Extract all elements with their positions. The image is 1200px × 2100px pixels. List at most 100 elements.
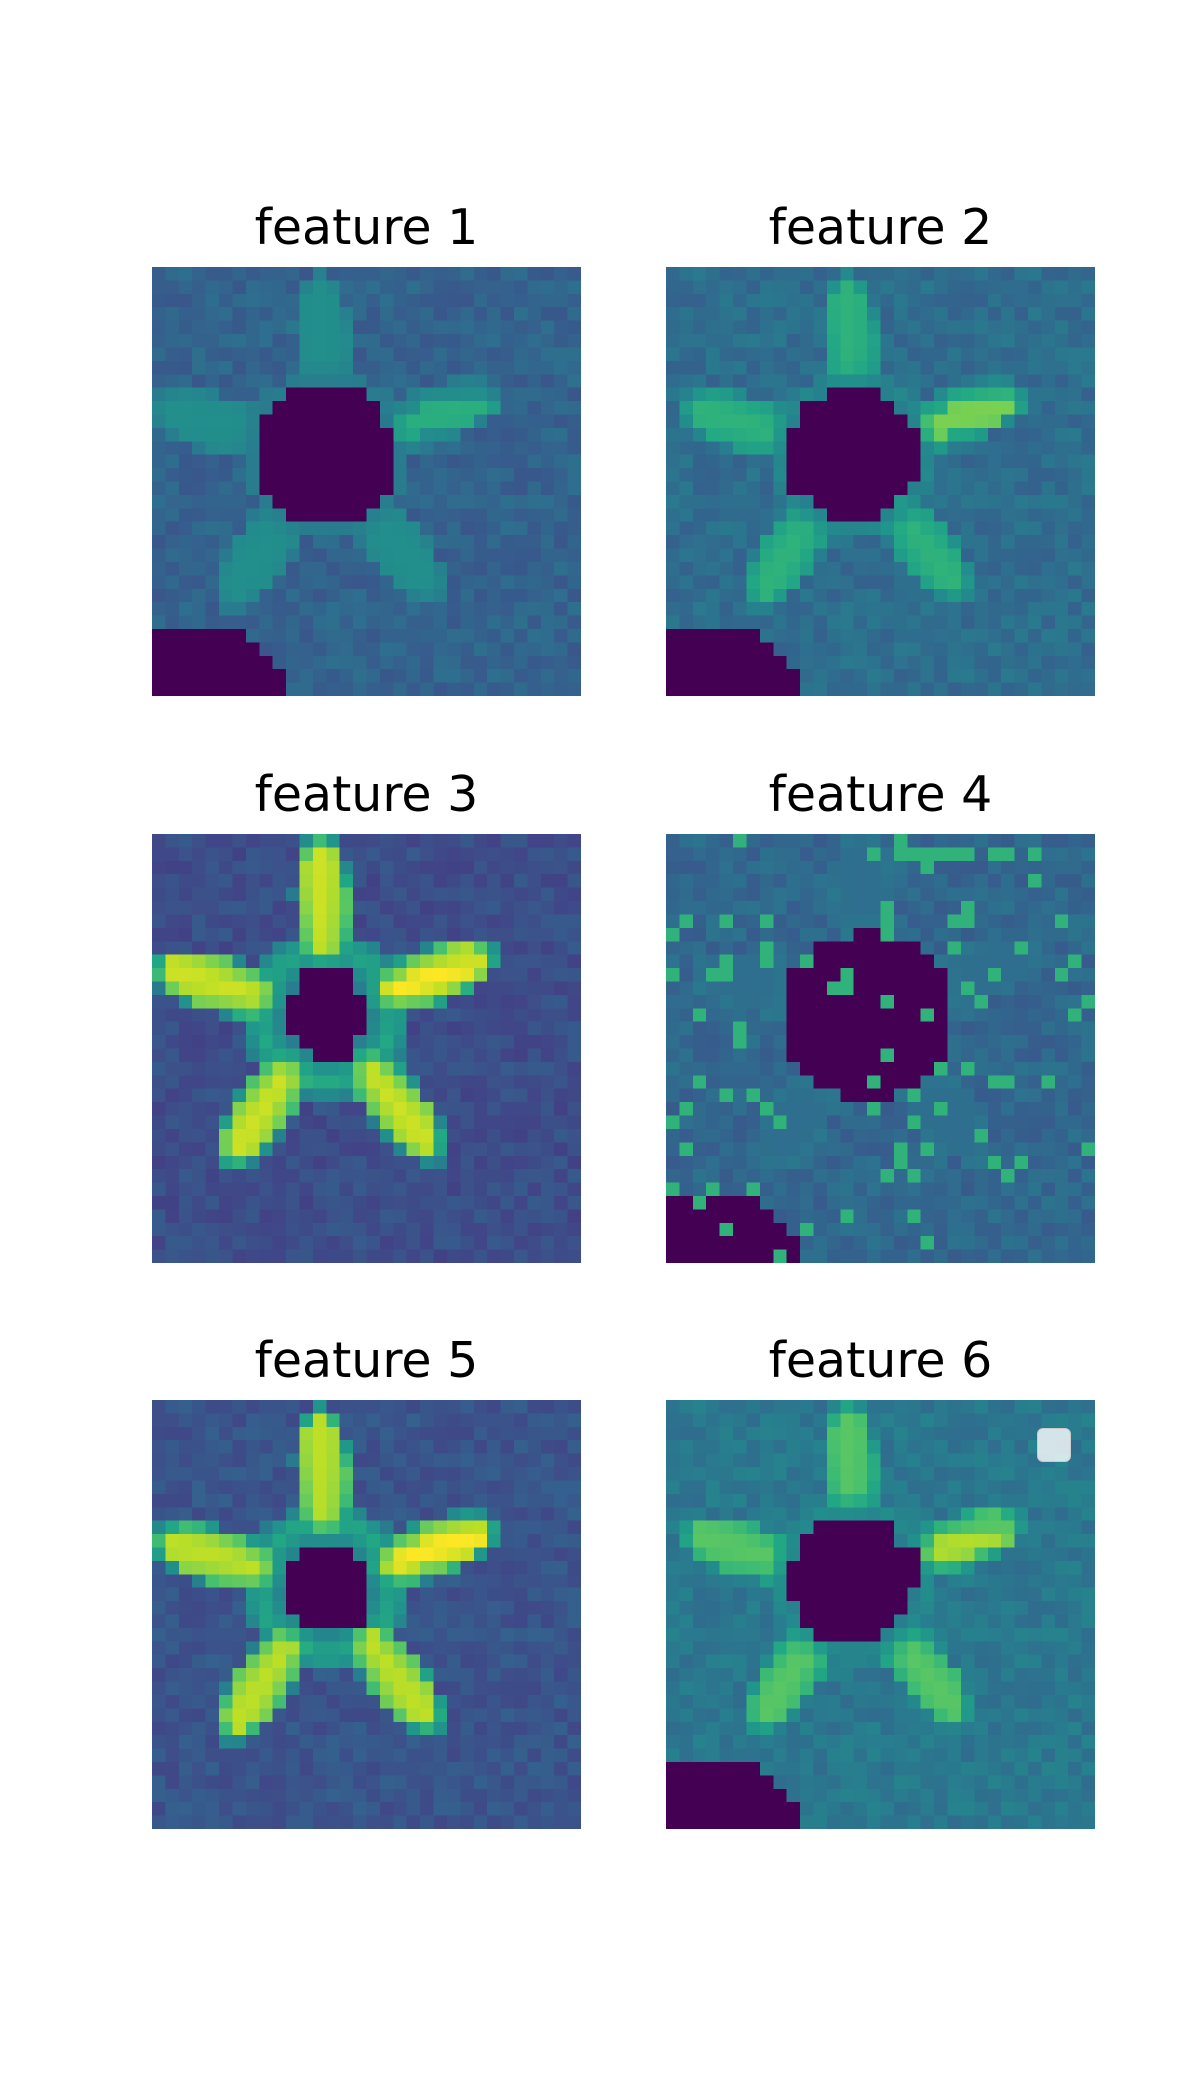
heatmap-cell [554, 1249, 568, 1263]
heatmap-cell [920, 1128, 935, 1143]
heatmap-cell [974, 1021, 989, 1036]
heatmap-cell [433, 1453, 448, 1468]
heatmap-cell [312, 887, 327, 902]
heatmap-cell [692, 1102, 707, 1116]
heatmap-cell [165, 1641, 180, 1655]
heatmap-cell [366, 1547, 381, 1562]
heatmap-cell [460, 1035, 475, 1049]
heatmap-cell [773, 535, 787, 549]
heatmap-cell [920, 548, 935, 563]
heatmap-cell [1014, 387, 1029, 402]
heatmap-cell [1027, 669, 1042, 683]
heatmap-cell [527, 1735, 542, 1749]
heatmap-cell [487, 981, 501, 996]
heatmap-cell [567, 1614, 581, 1629]
heatmap-cell [1027, 1008, 1042, 1022]
heatmap-cell [205, 669, 220, 683]
heatmap-cell [907, 847, 921, 862]
heatmap-cell [379, 1735, 394, 1749]
heatmap-cell [339, 1534, 354, 1548]
heatmap-cell [178, 1694, 193, 1709]
heatmap-cell [205, 1440, 220, 1454]
heatmap-cell [232, 1641, 247, 1655]
heatmap-cell [907, 1115, 921, 1130]
heatmap-cell [907, 1169, 921, 1183]
heatmap-cell [513, 320, 528, 335]
heatmap-cell [420, 860, 434, 875]
heatmap-cell [786, 307, 801, 321]
heatmap-cell [813, 468, 828, 482]
heatmap-cell [800, 535, 814, 549]
heatmap-cell [706, 1142, 720, 1157]
heatmap-cell [907, 655, 921, 670]
heatmap-cell [1014, 548, 1029, 563]
heatmap-cell [706, 1249, 720, 1263]
heatmap-cell [339, 374, 354, 388]
heatmap-cell [379, 535, 394, 549]
heatmap-cell [487, 1222, 501, 1237]
heatmap-cell [987, 427, 1002, 442]
heatmap-cell [893, 575, 908, 590]
heatmap-cell [232, 1102, 247, 1116]
heatmap-cell [934, 468, 948, 482]
heatmap-cell [205, 1467, 220, 1481]
heatmap-cell [567, 1115, 581, 1130]
heatmap-cell [326, 1694, 340, 1709]
heatmap-cell [272, 280, 287, 295]
heatmap-cell [433, 642, 448, 657]
heatmap-cell [746, 1088, 761, 1103]
heatmap-cell [513, 1480, 528, 1495]
heatmap-cell [353, 1088, 367, 1103]
heatmap-cell [446, 320, 461, 335]
heatmap-cell [460, 981, 475, 996]
heatmap-cell [1027, 334, 1042, 348]
heatmap-cell [259, 981, 273, 996]
heatmap-cell [353, 1182, 367, 1197]
heatmap-cell [1054, 508, 1069, 522]
heatmap-cell [554, 427, 568, 442]
heatmap-cell [393, 1654, 407, 1669]
heatmap-cell [393, 901, 407, 915]
heatmap-cell [1041, 968, 1056, 982]
heatmap-cell [540, 1641, 555, 1655]
heatmap-cell [934, 655, 948, 670]
heatmap-cell [406, 941, 421, 955]
heatmap-cell [192, 481, 206, 496]
heatmap-cell [666, 954, 680, 969]
heatmap-cell [299, 1761, 314, 1776]
heatmap-cell [460, 860, 475, 875]
heatmap-cell [1054, 1088, 1069, 1103]
heatmap-cell [692, 575, 707, 590]
heatmap-cell [960, 994, 975, 1009]
heatmap-cell [746, 548, 761, 563]
heatmap-cell [1027, 887, 1042, 902]
heatmap-cell [245, 994, 260, 1009]
heatmap-cell [893, 1061, 908, 1076]
heatmap-cell [513, 1236, 528, 1250]
heatmap-cell [353, 454, 367, 469]
heatmap-cell [500, 1061, 515, 1076]
heatmap-cell [286, 669, 300, 683]
heatmap-cell [192, 1708, 206, 1723]
heatmap-cell [152, 1601, 166, 1615]
heatmap-cell [692, 1195, 707, 1210]
heatmap-cell [934, 602, 948, 616]
heatmap-cell [152, 615, 166, 630]
heatmap-cell [245, 1721, 260, 1736]
heatmap-cell [907, 535, 921, 549]
heatmap-cell [1041, 655, 1056, 670]
heatmap-cell [974, 1115, 989, 1130]
heatmap-cell [152, 927, 166, 942]
heatmap-cell [259, 414, 273, 429]
heatmap-cell [706, 968, 720, 982]
heatmap-cell [500, 1480, 515, 1495]
heatmap-cell [706, 669, 720, 683]
heatmap-cell [205, 1102, 220, 1116]
heatmap-cell [406, 860, 421, 875]
heatmap-cell [326, 628, 340, 643]
heatmap-cell [232, 968, 247, 982]
heatmap-cell [692, 454, 707, 469]
heatmap-cell [567, 401, 581, 415]
heatmap-cell [1027, 481, 1042, 496]
heatmap-cell [192, 561, 206, 576]
